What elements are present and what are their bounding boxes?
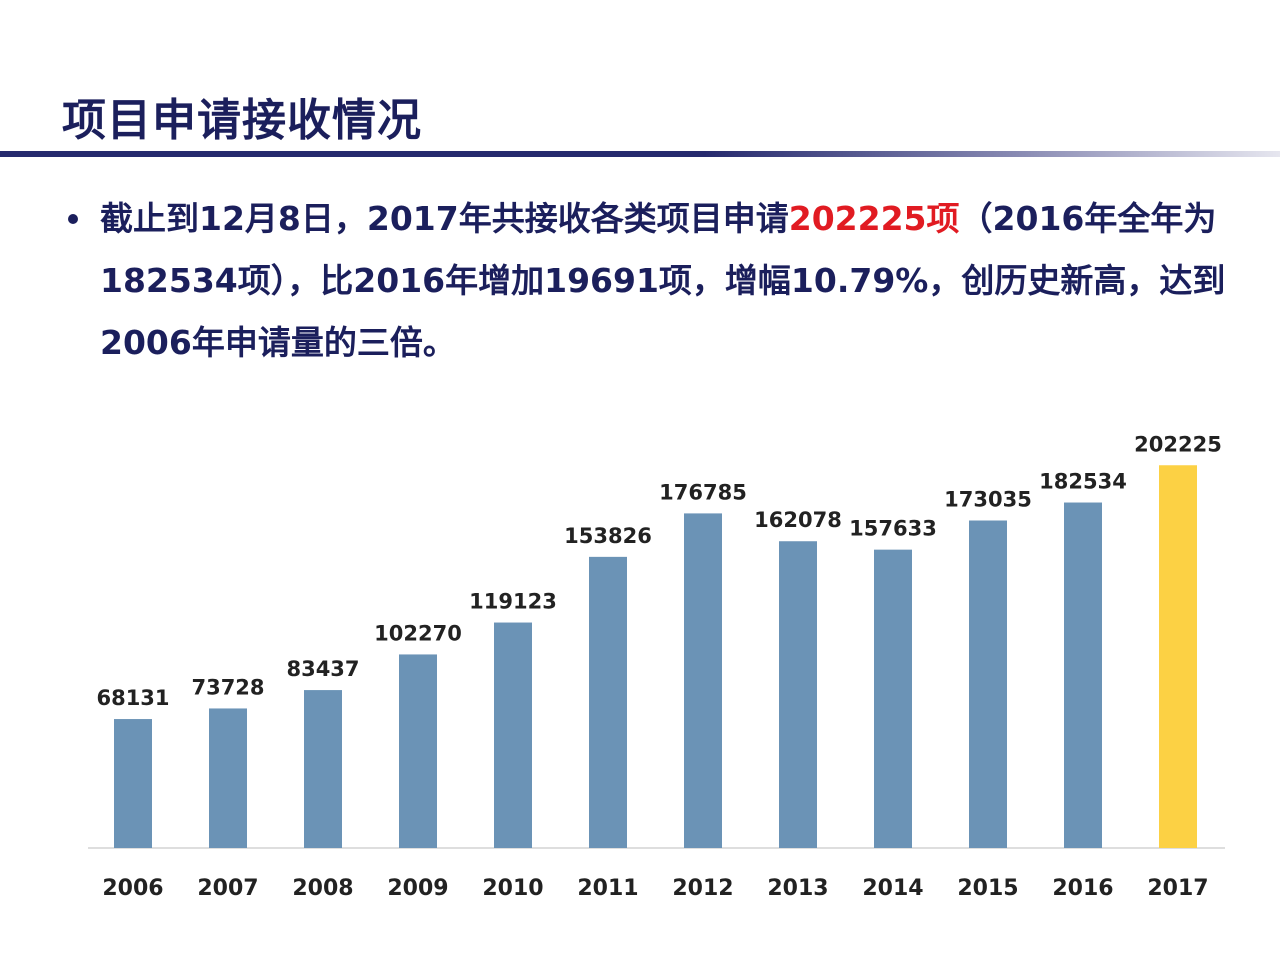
bullet-paragraph: 截止到12月8日，2017年共接收各类项目申请202225项（2016年全年为1…	[68, 188, 1238, 374]
bar-2014	[874, 549, 912, 848]
bar-2010	[494, 622, 532, 848]
data-label-2009: 102270	[374, 621, 462, 645]
x-tick-label-2012: 2012	[672, 876, 733, 901]
x-tick-label-2015: 2015	[957, 876, 1018, 901]
x-tick-label-2010: 2010	[482, 876, 543, 901]
bar-chart: 68131 2006 73728 2007 83437 2008 102270 2009 119…	[88, 432, 1225, 901]
data-label-2013: 162078	[754, 508, 842, 532]
title-divider	[0, 151, 1280, 157]
bar-2016	[1064, 502, 1102, 848]
bullet-text-part1: 截止到12月8日，2017年共接收各类项目申请	[100, 199, 789, 238]
data-label-2012: 176785	[659, 480, 747, 504]
data-label-2014: 157633	[849, 517, 937, 541]
x-tick-label-2008: 2008	[292, 876, 353, 901]
bar-2015	[969, 520, 1007, 848]
bullet-highlight-count: 202225项	[788, 199, 960, 238]
data-label-2010: 119123	[469, 590, 557, 614]
slide-title: 项目申请接收情况	[62, 95, 422, 146]
x-tick-label-2014: 2014	[862, 876, 923, 901]
x-tick-label-2007: 2007	[197, 876, 258, 901]
bar-2011	[589, 556, 627, 848]
data-label-2008: 83437	[286, 657, 359, 681]
bullet-dot-icon	[68, 214, 78, 224]
bar-2006	[114, 719, 152, 848]
bar-2008	[304, 690, 342, 848]
x-tick-label-2016: 2016	[1052, 876, 1113, 901]
data-label-2006: 68131	[96, 686, 169, 710]
bar-2009	[399, 654, 437, 848]
bar-2013	[779, 541, 817, 848]
data-label-2017: 202225	[1134, 432, 1222, 456]
data-label-2015: 173035	[944, 487, 1032, 511]
x-tick-label-2017: 2017	[1147, 876, 1208, 901]
x-tick-label-2011: 2011	[577, 876, 638, 901]
bar-2012	[684, 513, 722, 848]
data-label-2011: 153826	[564, 524, 652, 548]
bar-2017	[1159, 465, 1197, 848]
x-tick-label-2013: 2013	[767, 876, 828, 901]
bullet-text-part2: （2016年全年为182534项），比2016年增加19691项，增幅10.79…	[100, 199, 1226, 362]
data-label-2016: 182534	[1039, 470, 1127, 494]
bar-2007	[209, 708, 247, 848]
x-tick-label-2009: 2009	[387, 876, 448, 901]
bullet-text: 截止到12月8日，2017年共接收各类项目申请202225项（2016年全年为1…	[100, 188, 1238, 374]
data-label-2007: 73728	[191, 675, 264, 699]
x-tick-label-2006: 2006	[102, 876, 163, 901]
